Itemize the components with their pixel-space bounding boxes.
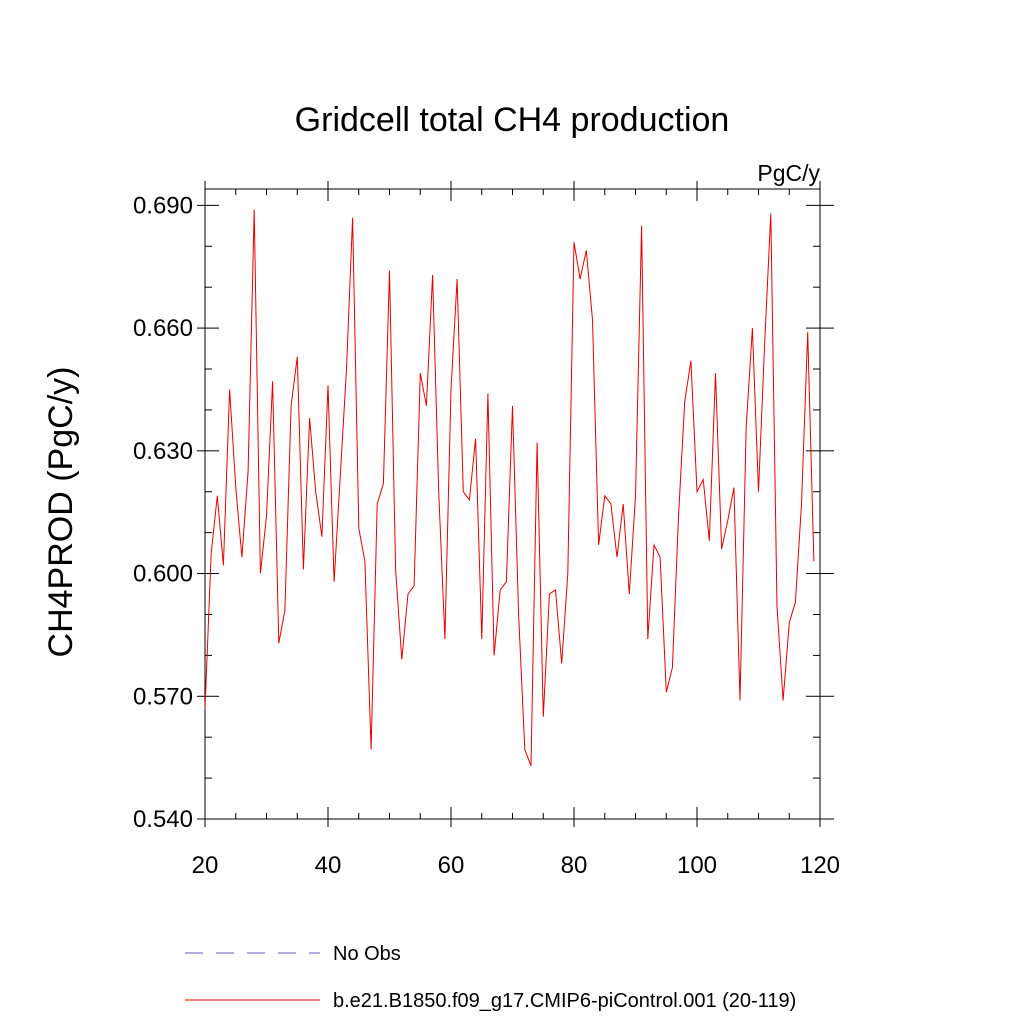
chart-title: Gridcell total CH4 production (295, 101, 730, 139)
legend-label-no-obs: No Obs (333, 943, 401, 965)
x-tick-label: 100 (677, 852, 717, 879)
y-tick-label: 0.570 (133, 683, 193, 710)
axis-tick-labels: 20 40 60 80 100 120 0.540 0.570 0.600 0.630 0.660 0… (133, 192, 840, 879)
y-tick-label: 0.630 (133, 438, 193, 465)
x-tick-label: 80 (561, 852, 588, 879)
legend: No Obs b.e21.B1850.f09_g17.CMIP6-piContr… (185, 943, 796, 1012)
units-label: PgC/y (757, 160, 820, 186)
y-tick-label: 0.600 (133, 561, 193, 588)
x-tick-label: 40 (315, 852, 342, 879)
plot-frame (204, 188, 821, 820)
y-tick-label: 0.660 (133, 315, 193, 342)
plot-area: 20 40 60 80 100 120 0.540 0.570 0.600 0.630 0.660 0… (133, 181, 840, 879)
axis-ticks (197, 181, 834, 827)
y-tick-label: 0.690 (133, 192, 193, 219)
x-tick-label: 20 (192, 852, 219, 879)
y-tick-label: 0.540 (133, 806, 193, 833)
series-line-0 (204, 209, 815, 766)
x-tick-label: 120 (800, 852, 840, 879)
y-axis-label: CH4PROD (PgC/y) (42, 367, 80, 658)
x-tick-label: 60 (438, 852, 465, 879)
series-layer (204, 209, 815, 766)
legend-label-control: b.e21.B1850.f09_g17.CMIP6-piControl.001 … (333, 990, 796, 1012)
